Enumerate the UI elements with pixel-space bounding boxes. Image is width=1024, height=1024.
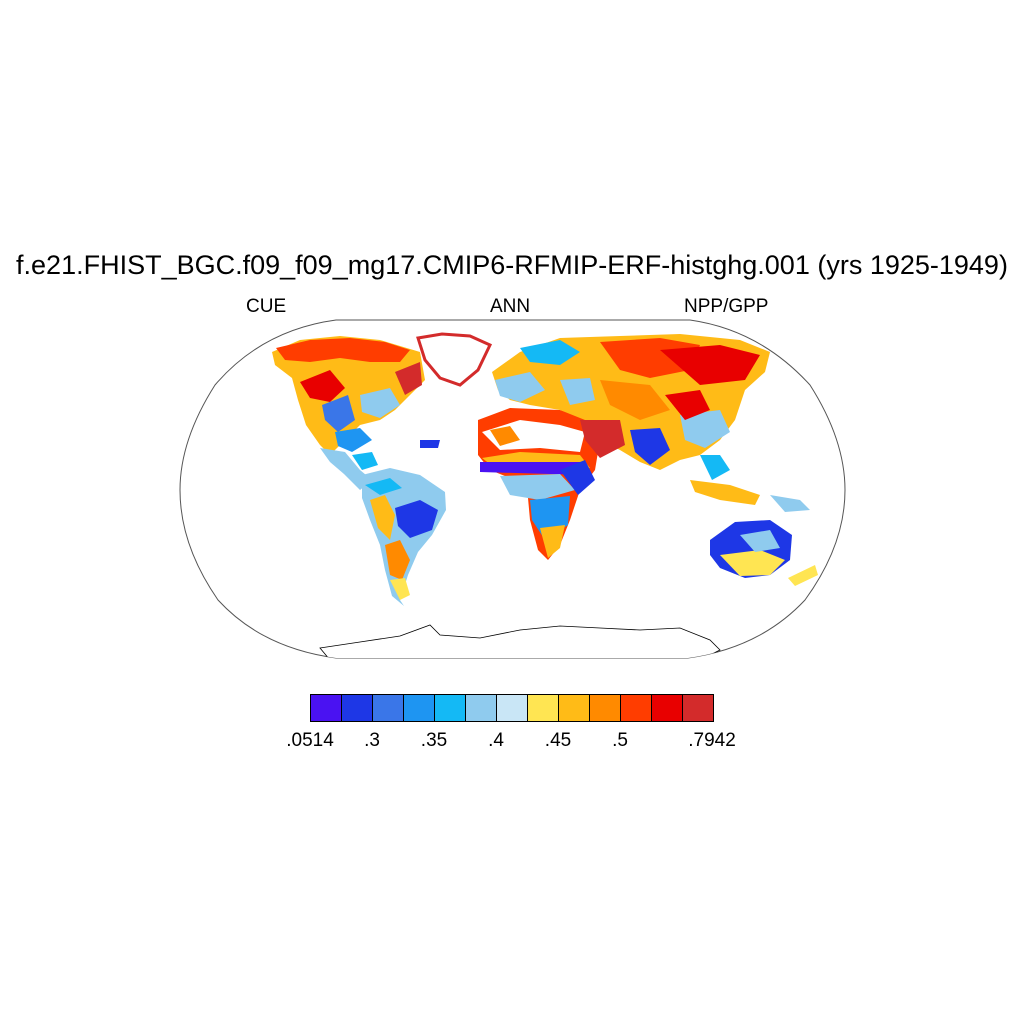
colorbar-label: .35 (420, 730, 448, 751)
colorbar-cell (497, 695, 528, 721)
units-label: NPP/GPP (684, 296, 769, 317)
islands-region (420, 440, 810, 512)
north-america-region (272, 332, 493, 490)
colorbar-cell (373, 695, 404, 721)
colorbar-cell (342, 695, 373, 721)
colorbar (310, 694, 714, 722)
colorbar-label: .5 (612, 730, 628, 751)
variable-label: CUE (246, 296, 287, 317)
season-label: ANN (490, 296, 531, 317)
africa-region (478, 408, 600, 560)
colorbar-cell (311, 695, 342, 721)
colorbar-cell (466, 695, 497, 721)
colorbar-cell (559, 695, 590, 721)
colorbar-cell (683, 695, 713, 721)
colorbar-cell (404, 695, 435, 721)
colorbar-cell (435, 695, 466, 721)
colorbar-cell (528, 695, 559, 721)
colorbar-label: .4 (488, 730, 504, 751)
colorbar-label: .45 (544, 730, 572, 751)
colorbar-cell (652, 695, 683, 721)
colorbar-label: .3 (364, 730, 380, 751)
colorbar-cell (590, 695, 621, 721)
south-america-region (362, 468, 446, 606)
australia-region (710, 520, 818, 586)
eurasia-region (492, 334, 770, 480)
plot-title: f.e21.FHIST_BGC.f09_f09_mg17.CMIP6-RFMIP… (16, 250, 1008, 280)
colorbar-label-max: .7942 (688, 730, 736, 751)
colorbar-label-min: .0514 (286, 730, 334, 751)
colorbar-cell (621, 695, 652, 721)
